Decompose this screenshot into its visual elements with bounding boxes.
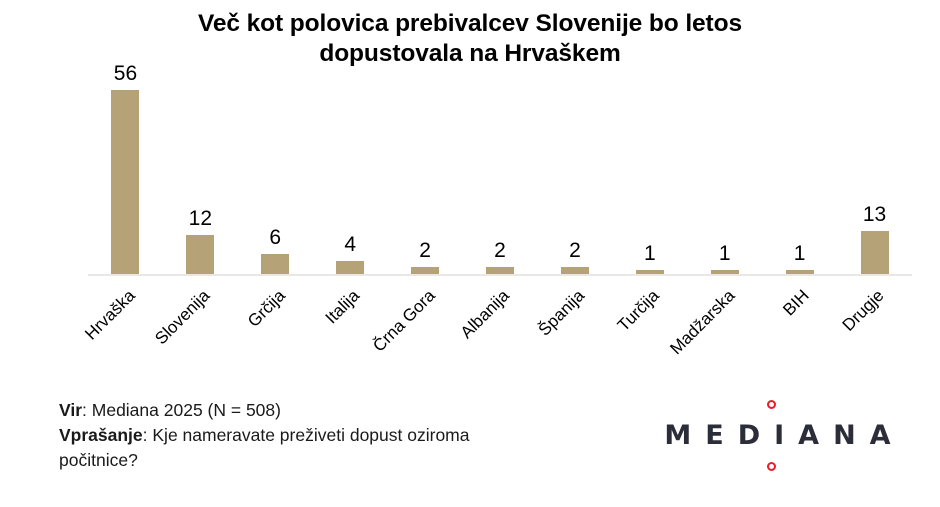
source-line: Vir: Mediana 2025 (N = 508) bbox=[59, 398, 529, 423]
bar-grčija[interactable]: 6 bbox=[238, 70, 313, 274]
bar-madžarska[interactable]: 1 bbox=[687, 70, 762, 274]
bar-value-label: 2 bbox=[569, 239, 581, 262]
bar-value-label: 2 bbox=[494, 239, 506, 262]
bar-rect[interactable] bbox=[336, 261, 365, 274]
bar-rect[interactable] bbox=[111, 90, 140, 274]
x-axis-label-slot: Italija bbox=[313, 278, 388, 370]
bar-rect[interactable] bbox=[710, 270, 739, 274]
bar-value-label: 1 bbox=[718, 242, 731, 265]
red-ring-icon bbox=[767, 400, 776, 409]
red-ring-icon bbox=[767, 462, 776, 471]
x-axis-label: Grčija bbox=[243, 286, 289, 331]
bar-črna-gora[interactable]: 2 bbox=[388, 70, 463, 274]
question-line: Vprašanje: Kje nameravate preživeti dopu… bbox=[59, 423, 529, 473]
bar-rect[interactable] bbox=[860, 231, 889, 274]
bar-rect[interactable] bbox=[411, 267, 440, 274]
bar-rect[interactable] bbox=[785, 270, 814, 274]
x-axis-label-slot: Hrvaška bbox=[81, 278, 163, 370]
question-label: Vprašanje bbox=[59, 425, 143, 445]
bar-slovenija[interactable]: 12 bbox=[163, 70, 238, 274]
x-axis-label-slot: Črna Gora bbox=[369, 278, 463, 370]
x-axis-label: BIH bbox=[779, 286, 814, 320]
bar-albanija[interactable]: 2 bbox=[463, 70, 538, 274]
bar-rect[interactable] bbox=[635, 270, 664, 274]
x-axis-label: Drugje bbox=[839, 286, 888, 335]
bar-turčija[interactable]: 1 bbox=[612, 70, 687, 274]
x-axis-label-slot: Grčija bbox=[238, 278, 313, 370]
source-text: : Mediana 2025 (N = 508) bbox=[82, 400, 281, 420]
mediana-logo: MEDIANA bbox=[640, 392, 915, 484]
x-axis-label-group: Hrvaška Slovenija Grčija Italija Črna Gora Al… bbox=[81, 278, 912, 370]
x-axis-label: Hrvaška bbox=[81, 286, 139, 344]
bar-rect[interactable] bbox=[261, 254, 290, 274]
bar-value-label: 1 bbox=[643, 242, 656, 265]
x-axis-label-slot: Španija bbox=[534, 278, 612, 370]
x-axis-label: Italija bbox=[322, 286, 364, 328]
bar-italija[interactable]: 4 bbox=[313, 70, 388, 274]
bar-bih[interactable]: 1 bbox=[762, 70, 837, 274]
x-axis-label-slot: Albanija bbox=[457, 278, 538, 370]
bar-chart-plot: 56 12 6 4 2 2 2 1 1 1 13 bbox=[88, 63, 912, 276]
bar-value-label: 13 bbox=[862, 203, 887, 226]
bar-rect[interactable] bbox=[485, 267, 514, 274]
x-axis-label: Albanija bbox=[457, 286, 514, 343]
bar-rect[interactable] bbox=[186, 235, 215, 274]
x-axis-label: Španija bbox=[534, 286, 589, 340]
bar-španija[interactable]: 2 bbox=[537, 70, 612, 274]
bar-value-label: 12 bbox=[188, 207, 213, 230]
x-axis-label-slot: Madžarska bbox=[666, 278, 762, 370]
bar-value-label: 4 bbox=[344, 233, 357, 256]
bar-value-label: 6 bbox=[269, 226, 282, 249]
x-axis-label-slot: Slovenija bbox=[152, 278, 238, 370]
logo-wordmark: MEDIANA bbox=[664, 420, 905, 451]
footnotes: Vir: Mediana 2025 (N = 508) Vprašanje: K… bbox=[59, 398, 529, 473]
bar-value-label: 1 bbox=[793, 242, 806, 265]
x-axis-label: Turčija bbox=[614, 286, 664, 336]
bar-hrvaška[interactable]: 56 bbox=[88, 63, 163, 274]
x-axis-label-slot: Drugje bbox=[837, 278, 912, 370]
bar-rect[interactable] bbox=[560, 267, 589, 274]
x-axis-baseline bbox=[88, 274, 912, 276]
x-axis-label-slot: Turčija bbox=[612, 278, 687, 370]
question-text: : Kje nameravate preživeti dopust ozirom… bbox=[59, 425, 470, 470]
page-title: Več kot polovica prebivalcev Slovenije b… bbox=[197, 10, 743, 67]
source-label: Vir bbox=[59, 400, 83, 420]
x-axis-label-slot: BIH bbox=[762, 278, 837, 370]
bar-drugje[interactable]: 13 bbox=[837, 70, 912, 274]
bar-value-label: 56 bbox=[113, 62, 138, 85]
bar-value-label: 2 bbox=[419, 239, 431, 262]
